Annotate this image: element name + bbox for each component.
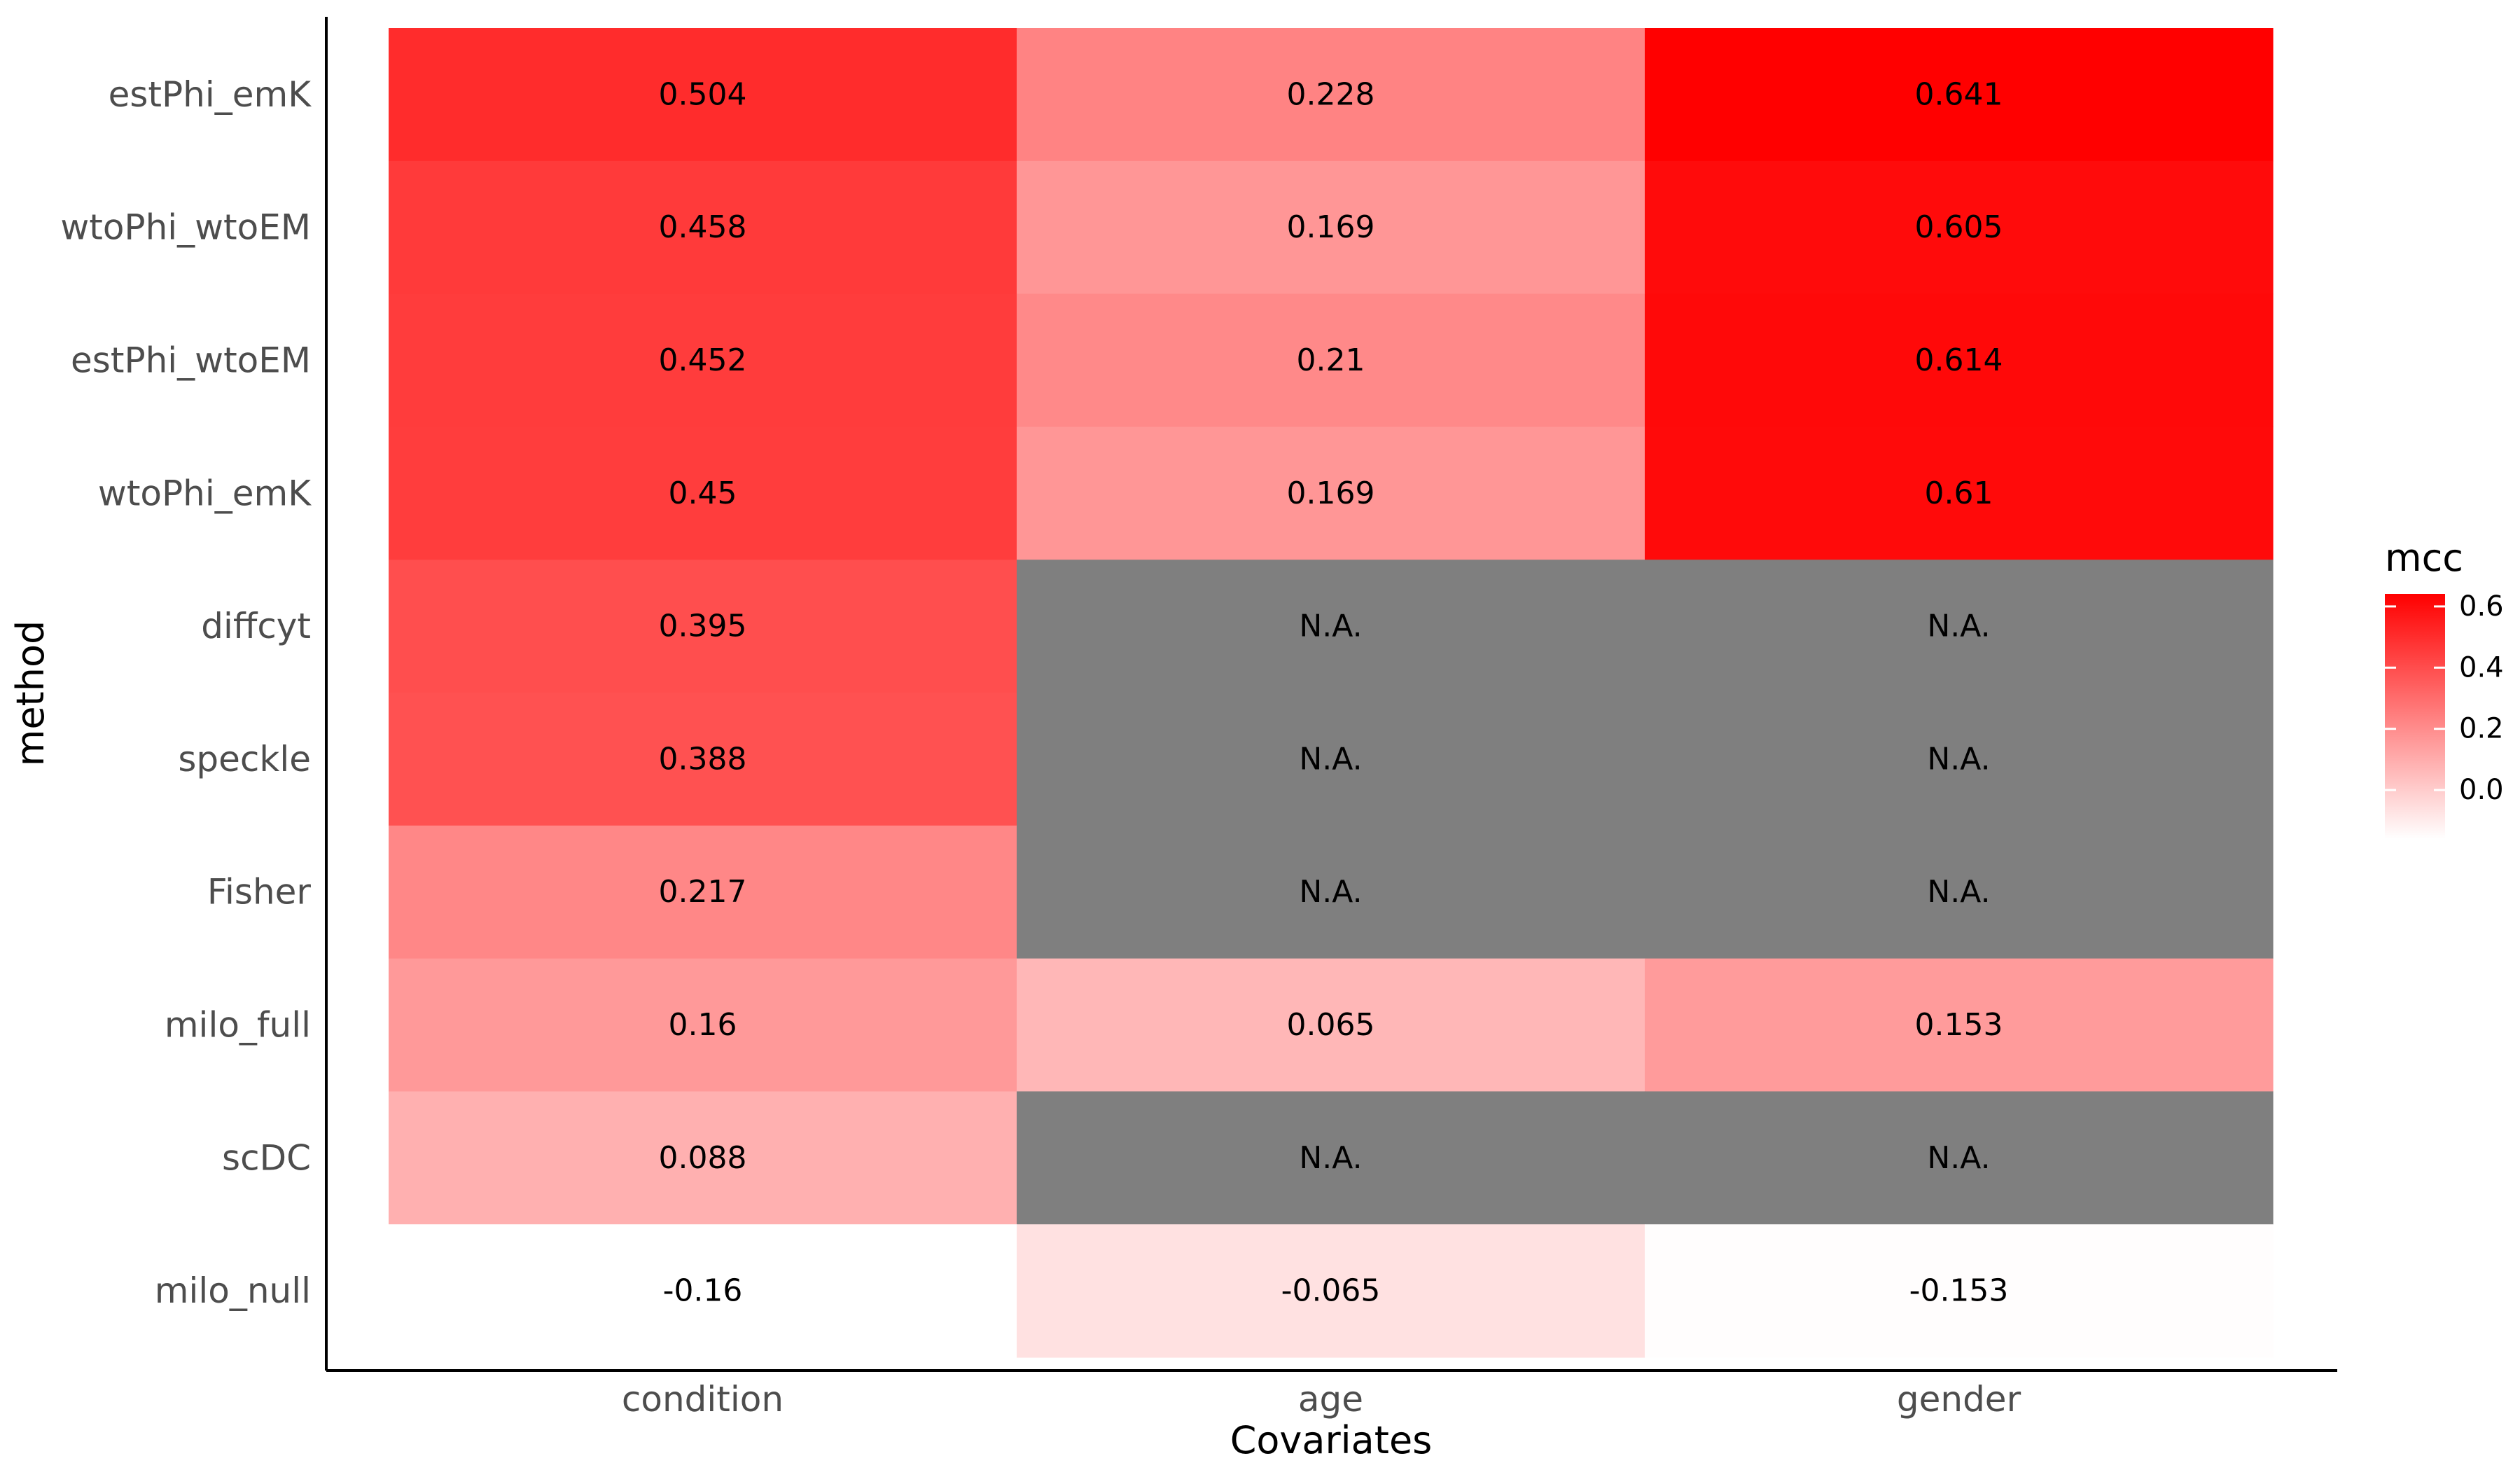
legend-color-bar: [2385, 594, 2445, 839]
x-tick-label: condition: [622, 1379, 784, 1420]
y-tick-label: milo_full: [165, 1005, 311, 1046]
cell-value-label: -0.065: [1281, 1273, 1381, 1309]
heatmap-cell: [1645, 1224, 2274, 1358]
heatmap-cell: [1017, 160, 1645, 295]
cell-value-label: 0.228: [1287, 76, 1375, 112]
legend-title: mcc: [2385, 536, 2463, 580]
cell-value-label: N.A.: [1299, 741, 1362, 777]
cell-value-label: 0.16: [669, 1007, 737, 1043]
heatmap-cells: [389, 28, 2274, 1358]
axes: [325, 17, 2337, 1372]
heatmap-cell: [389, 160, 1017, 295]
heatmap-cell: [1645, 693, 2274, 826]
legend-tick-label: 0.0: [2459, 774, 2504, 806]
x-tick-label: age: [1298, 1379, 1363, 1420]
cell-value-label: 0.21: [1297, 342, 1365, 378]
cell-value-label: -0.16: [663, 1273, 743, 1309]
cell-value-label: 0.614: [1915, 342, 2003, 378]
heatmap-cell: [389, 1224, 1017, 1358]
x-tick-label: gender: [1897, 1379, 2021, 1420]
heatmap-cell: [1017, 427, 1645, 560]
x-axis-tick-labels: condition age gender: [622, 1379, 2021, 1420]
cell-value-label: 0.45: [669, 476, 737, 511]
heatmap-cell: [389, 693, 1017, 826]
y-tick-label: wtoPhi_wtoEM: [60, 207, 311, 248]
x-axis-title: Covariates: [1230, 1418, 1433, 1462]
cell-value-label: 0.217: [659, 874, 747, 910]
heatmap-cell: [1017, 693, 1645, 826]
heatmap-cell: [1017, 825, 1645, 959]
cell-value-label: 0.458: [659, 209, 747, 245]
heatmap-cell: [1017, 560, 1645, 693]
heatmap-cell: [389, 28, 1017, 162]
cell-value-label: 0.088: [659, 1140, 747, 1176]
heatmap-cell: [389, 427, 1017, 560]
cell-value-label: N.A.: [1299, 1140, 1362, 1176]
cell-value-label: 0.388: [659, 741, 747, 777]
cell-value-label: N.A.: [1927, 1140, 1990, 1176]
y-tick-label: milo_null: [155, 1270, 311, 1311]
heatmap-cell: [1645, 427, 2274, 560]
heatmap-cell-labels: 0.504 0.228 0.641 0.458 0.169 0.605 0.452 0.21 0…: [659, 76, 2009, 1308]
cell-value-label: N.A.: [1927, 874, 1990, 910]
heatmap-cell: [1645, 560, 2274, 693]
heatmap-cell: [1645, 1091, 2274, 1225]
heatmap-cell: [1645, 28, 2274, 162]
cell-value-label: 0.065: [1287, 1007, 1375, 1043]
y-axis-tick-labels: estPhi_emK wtoPhi_wtoEM estPhi_wtoEM wtoPhi…: [60, 74, 312, 1311]
cell-value-label: 0.641: [1915, 76, 2003, 112]
y-axis-title: method: [8, 620, 53, 767]
heatmap-cell: [1645, 293, 2274, 427]
cell-value-label: 0.452: [659, 342, 747, 378]
cell-value-label: 0.61: [1925, 476, 1993, 511]
y-tick-label: speckle: [178, 739, 311, 779]
heatmap-cell: [1017, 293, 1645, 427]
cell-value-label: 0.169: [1287, 476, 1375, 511]
cell-value-label: 0.605: [1915, 209, 2003, 245]
cell-value-label: N.A.: [1299, 874, 1362, 910]
cell-value-label: 0.153: [1915, 1007, 2003, 1043]
cell-value-label: N.A.: [1299, 609, 1362, 644]
heatmap-cell: [1017, 958, 1645, 1092]
y-tick-label: estPhi_wtoEM: [71, 340, 311, 381]
y-tick-label: Fisher: [207, 872, 312, 913]
heatmap-cell: [1017, 1224, 1645, 1358]
legend-tick-label: 0.4: [2459, 651, 2504, 684]
heatmap-cell: [1017, 28, 1645, 162]
heatmap-cell: [389, 1091, 1017, 1225]
color-legend: mcc 0.0 0.2 0.4 0.6: [2385, 536, 2504, 839]
y-tick-label: estPhi_emK: [109, 74, 312, 115]
heatmap-cell: [389, 560, 1017, 693]
cell-value-label: 0.169: [1287, 209, 1375, 245]
heatmap-cell: [1645, 160, 2274, 295]
cell-value-label: N.A.: [1927, 741, 1990, 777]
heatmap-cell: [1645, 958, 2274, 1092]
heatmap-cell: [389, 958, 1017, 1092]
cell-value-label: 0.504: [659, 76, 747, 112]
heatmap-cell: [1017, 1091, 1645, 1225]
y-tick-label: scDC: [222, 1137, 311, 1178]
y-tick-label: wtoPhi_emK: [98, 473, 312, 513]
heatmap-cell: [389, 293, 1017, 427]
legend-tick-label: 0.2: [2459, 713, 2504, 745]
cell-value-label: 0.395: [659, 609, 747, 644]
heatmap-cell: [389, 825, 1017, 959]
cell-value-label: -0.153: [1909, 1273, 2009, 1309]
heatmap-cell: [1645, 825, 2274, 959]
cell-value-label: N.A.: [1927, 609, 1990, 644]
y-tick-label: diffcyt: [201, 606, 311, 646]
legend-ticks: 0.0 0.2 0.4 0.6: [2385, 590, 2504, 806]
legend-tick-label: 0.6: [2459, 590, 2504, 623]
